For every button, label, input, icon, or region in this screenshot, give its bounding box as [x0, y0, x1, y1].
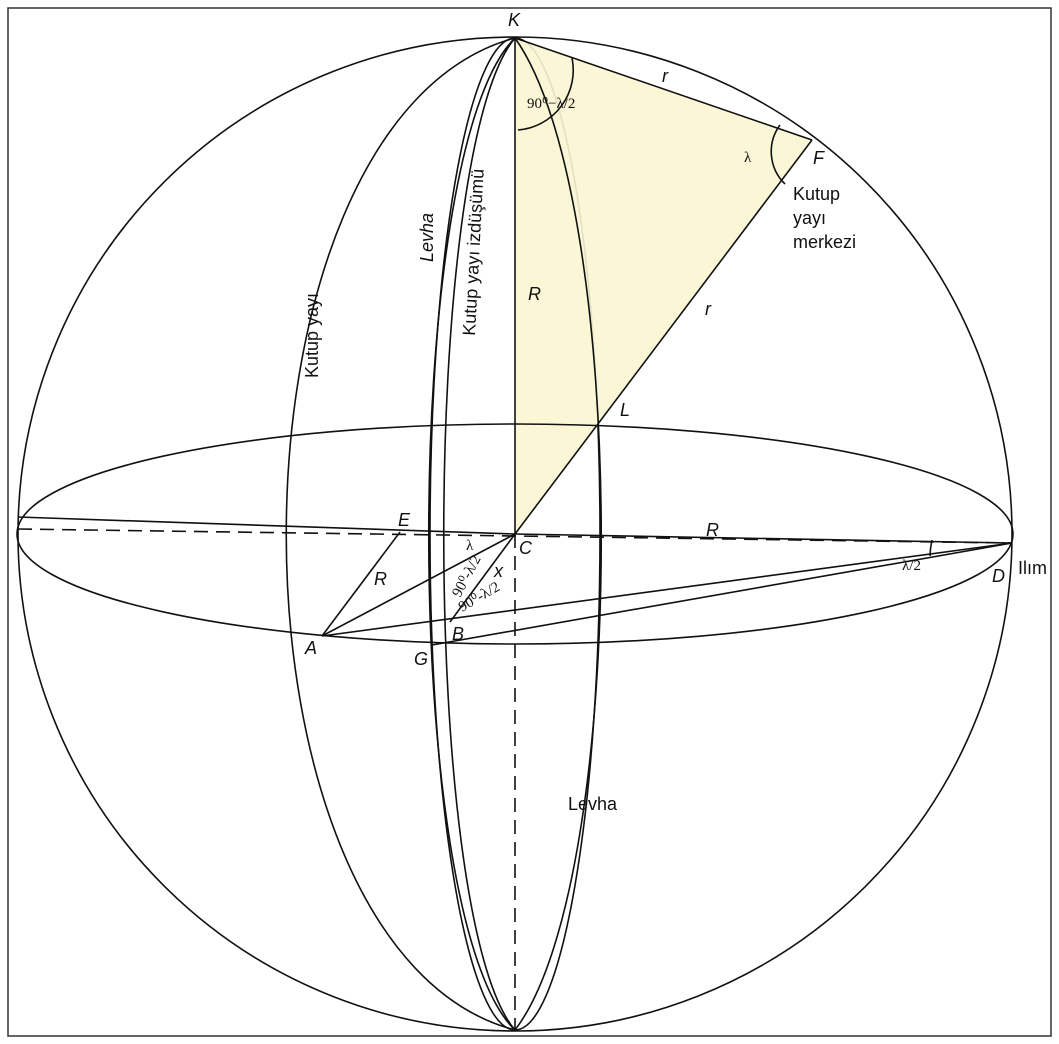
line-CD: [514, 533, 1013, 544]
triangle-overlay: [515, 38, 812, 534]
line-GD: [431, 542, 1013, 646]
point-C: C: [519, 538, 533, 558]
label-r: r: [705, 299, 712, 319]
dashed-diameter: [17, 528, 1013, 544]
pole-arc: [285, 37, 516, 1031]
label: Levha: [417, 213, 437, 262]
angle-label: 90⁰−λ/2: [527, 96, 575, 112]
angle-label: λ: [744, 150, 752, 166]
line-BC: [449, 533, 516, 623]
projection-arc-3: [514, 37, 602, 1031]
line-FC: [514, 139, 813, 535]
label: Kutup yayı: [302, 293, 322, 378]
angle-label: λ: [466, 538, 474, 554]
label: Levha: [568, 794, 618, 814]
label-r: r: [662, 66, 669, 86]
label: merkezi: [793, 232, 856, 252]
point-K: K: [508, 10, 521, 30]
label: Ilım: [1018, 558, 1047, 578]
angle-label: λ/2: [902, 558, 921, 574]
line-AE: [321, 531, 401, 637]
label-R: R: [374, 569, 387, 589]
point-B: B: [452, 624, 464, 644]
line-AD: [321, 542, 1013, 637]
angle-K: [517, 57, 575, 131]
sphere: [17, 36, 1013, 1032]
point-A: A: [304, 638, 317, 658]
point-D: D: [992, 566, 1005, 586]
label: Kutup: [793, 184, 840, 204]
point-G: G: [414, 649, 428, 669]
label: yayı: [793, 208, 826, 228]
point-E: E: [398, 510, 411, 530]
line-KF: [514, 37, 813, 141]
point-F: F: [813, 148, 825, 168]
line-left-C: [17, 516, 516, 535]
label-x: x: [493, 561, 504, 581]
angle-F: [770, 124, 786, 185]
label-R: R: [528, 284, 541, 304]
angle-D: [929, 539, 933, 557]
line-AC: [321, 533, 516, 637]
point-L: L: [620, 400, 630, 420]
projection-arc-1: [427, 37, 516, 1031]
label-R: R: [706, 520, 719, 540]
